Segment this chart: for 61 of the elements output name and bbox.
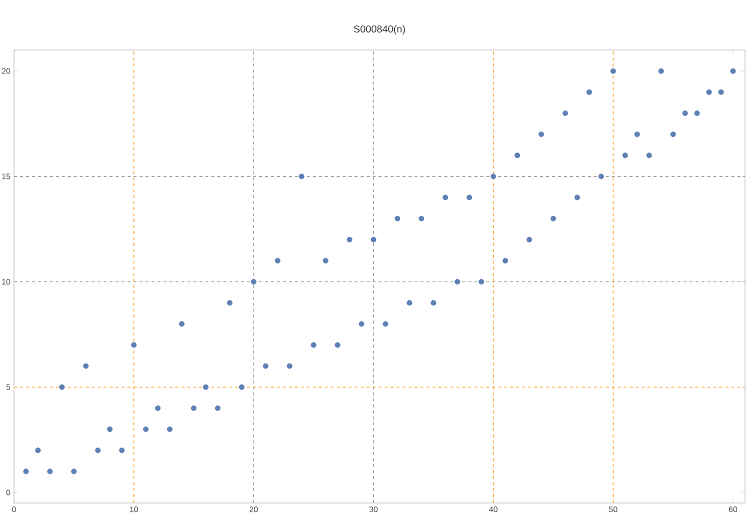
- point: [562, 110, 568, 116]
- point: [382, 321, 388, 327]
- point: [574, 194, 580, 200]
- point: [598, 174, 604, 180]
- point: [682, 110, 688, 116]
- point: [131, 342, 137, 348]
- point: [622, 152, 628, 158]
- point: [71, 468, 77, 474]
- point: [334, 342, 340, 348]
- point: [430, 300, 436, 306]
- point: [23, 468, 29, 474]
- point: [478, 278, 484, 285]
- point: [322, 258, 328, 264]
- point: [586, 89, 592, 95]
- point: [718, 89, 724, 95]
- point: [143, 426, 149, 432]
- point: [358, 321, 364, 327]
- point: [214, 405, 221, 411]
- point: [454, 278, 460, 285]
- point: [610, 68, 616, 74]
- point: [658, 68, 664, 74]
- point: [538, 131, 544, 138]
- point: [526, 236, 532, 242]
- point: [119, 448, 125, 454]
- point: [646, 152, 652, 158]
- point: [95, 448, 101, 454]
- point: [394, 216, 400, 222]
- point: [730, 68, 736, 74]
- point: [670, 131, 676, 138]
- point: [286, 363, 292, 369]
- point: [262, 363, 268, 369]
- point: [250, 278, 256, 285]
- point: [35, 448, 41, 454]
- point: [310, 342, 316, 348]
- point: [274, 258, 280, 264]
- point: [514, 152, 520, 158]
- point: [706, 89, 712, 95]
- point: [634, 131, 640, 138]
- point: [190, 405, 197, 411]
- point: [466, 194, 472, 200]
- chart-title: S000840(n): [354, 25, 405, 34]
- point: [502, 258, 508, 264]
- point: [238, 384, 244, 390]
- point: [59, 384, 65, 390]
- point: [490, 174, 496, 180]
- point: [226, 300, 232, 306]
- point: [370, 236, 376, 242]
- point: [155, 405, 161, 411]
- point: [47, 468, 53, 474]
- point: [298, 174, 304, 180]
- point: [442, 194, 448, 200]
- point: [202, 384, 209, 390]
- point: [406, 300, 412, 306]
- point: [694, 110, 700, 116]
- point: [346, 236, 352, 242]
- point: [107, 426, 113, 432]
- point: [166, 426, 173, 432]
- point: [83, 363, 89, 369]
- point: [418, 216, 424, 222]
- point: [178, 321, 185, 327]
- point: [550, 216, 556, 222]
